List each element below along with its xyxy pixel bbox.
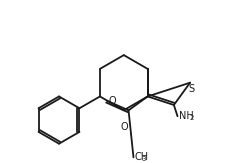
Text: S: S — [187, 84, 193, 94]
Text: NH: NH — [179, 111, 194, 121]
Text: O: O — [109, 96, 116, 106]
Text: O: O — [120, 122, 128, 132]
Text: 2: 2 — [188, 115, 193, 121]
Text: CH: CH — [134, 152, 148, 162]
Text: 3: 3 — [141, 156, 146, 162]
